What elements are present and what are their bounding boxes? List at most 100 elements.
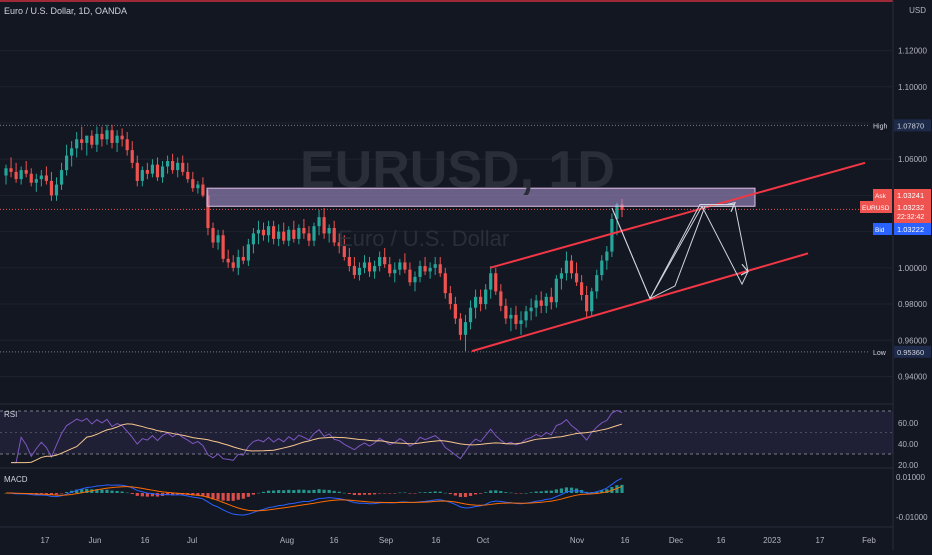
macd-histogram-bar — [514, 493, 518, 494]
price-tick-label: 0.94000 — [898, 372, 927, 381]
candle-body — [398, 262, 402, 270]
projection-path-alt[interactable] — [611, 205, 749, 300]
candle-body — [307, 233, 311, 241]
resistance-zone[interactable] — [206, 187, 756, 207]
time-tick-label: Aug — [280, 536, 294, 545]
macd-histogram-bar — [201, 493, 205, 496]
candle-body — [388, 264, 392, 274]
macd-histogram-bar — [413, 493, 417, 494]
candle-body — [473, 296, 478, 308]
candle-body — [504, 305, 508, 319]
candle-body — [282, 231, 286, 241]
candle-body — [342, 246, 346, 257]
macd-histogram-bar — [246, 493, 250, 497]
channel-upper-line[interactable] — [489, 161, 866, 269]
macd-histogram-bar — [484, 492, 488, 493]
candle-body — [110, 130, 114, 143]
candle-body — [428, 267, 432, 272]
candle-body — [19, 170, 23, 180]
currency-label[interactable]: USD — [909, 6, 926, 15]
macd-histogram-bar — [585, 491, 589, 493]
candle-body — [145, 170, 149, 174]
macd-histogram-bar — [287, 489, 291, 493]
time-tick-label: Dec — [669, 536, 683, 545]
macd-histogram-bar — [489, 490, 493, 493]
candle-body — [171, 161, 175, 171]
candle-body — [347, 256, 351, 267]
price-tick-label: 1.12000 — [898, 47, 927, 56]
candle-body — [413, 276, 417, 283]
candle-body — [206, 195, 210, 229]
macd-histogram-bar — [448, 493, 452, 495]
channel-lower-line[interactable] — [471, 252, 809, 353]
macd-histogram-bar — [367, 493, 372, 495]
macd-histogram-bar — [312, 489, 316, 493]
candle-body — [160, 166, 165, 178]
high-value: 1.07870 — [897, 121, 924, 130]
time-tick-label: 2023 — [763, 536, 781, 545]
price-tick-label: 1.00000 — [898, 264, 927, 273]
macd-histogram-bar — [615, 485, 619, 493]
macd-histogram-bar — [171, 493, 175, 496]
macd-histogram-bar — [600, 490, 604, 493]
macd-histogram-bar — [534, 491, 538, 493]
candle-body — [140, 170, 144, 181]
candle-body — [317, 217, 321, 227]
macd-histogram-bar — [438, 491, 442, 493]
macd-histogram-bar — [393, 493, 397, 494]
macd-histogram-bar — [433, 491, 437, 493]
price-tick-label: 1.10000 — [898, 83, 927, 92]
macd-histogram-bar — [266, 490, 271, 493]
candle-body — [292, 229, 296, 239]
candle-body — [620, 204, 624, 210]
macd-histogram-bar — [125, 492, 129, 494]
macd-histogram-bar — [539, 491, 543, 493]
candle-body — [312, 226, 316, 241]
candle-body — [125, 139, 129, 151]
macd-histogram-bar — [418, 492, 422, 493]
macd-histogram-bar — [221, 493, 225, 501]
candle-body — [463, 322, 468, 335]
macd-histogram-bar — [453, 493, 457, 496]
macd-histogram-bar — [196, 493, 200, 496]
projection-arrowhead — [740, 263, 749, 276]
candle-body — [590, 291, 594, 312]
macd-histogram-bar — [544, 490, 548, 493]
candle-body — [458, 318, 463, 335]
projection-path[interactable] — [611, 205, 749, 300]
symbol-title[interactable]: Euro / U.S. Dollar, 1D, OANDA — [4, 6, 128, 16]
high-tag-bg — [870, 119, 892, 132]
candle-body — [277, 231, 281, 239]
candle-body — [266, 226, 271, 236]
candle-body — [29, 173, 33, 183]
macd-histogram-bar — [428, 491, 432, 493]
rsi-tick-label: 20.00 — [898, 461, 919, 470]
macd-histogram-bar — [54, 493, 59, 495]
candle-body — [302, 228, 306, 234]
macd-histogram-bar — [85, 488, 89, 493]
candle-body — [453, 304, 457, 319]
time-tick-label: 16 — [141, 536, 150, 545]
candle-body — [90, 135, 94, 145]
macd-histogram-bar — [342, 492, 346, 494]
candle-body — [378, 256, 382, 267]
macd-histogram-bar — [277, 490, 281, 493]
macd-histogram-bar — [95, 489, 99, 493]
candle-body — [580, 282, 584, 295]
macd-histogram-bar — [256, 492, 261, 494]
candle-body — [201, 184, 205, 196]
candle-body — [509, 314, 513, 319]
candle-body — [393, 269, 397, 274]
candle-body — [54, 184, 59, 196]
macd-histogram-bar — [216, 493, 220, 500]
high-tag-label: High — [873, 123, 888, 130]
candle-body — [564, 260, 569, 274]
macd-histogram-bar — [251, 493, 256, 495]
macd-histogram-bar — [211, 493, 215, 500]
candle-body — [519, 320, 523, 324]
projection-leg[interactable] — [649, 203, 735, 299]
macd-histogram-bar — [468, 493, 473, 496]
macd-histogram-bar — [231, 493, 235, 501]
